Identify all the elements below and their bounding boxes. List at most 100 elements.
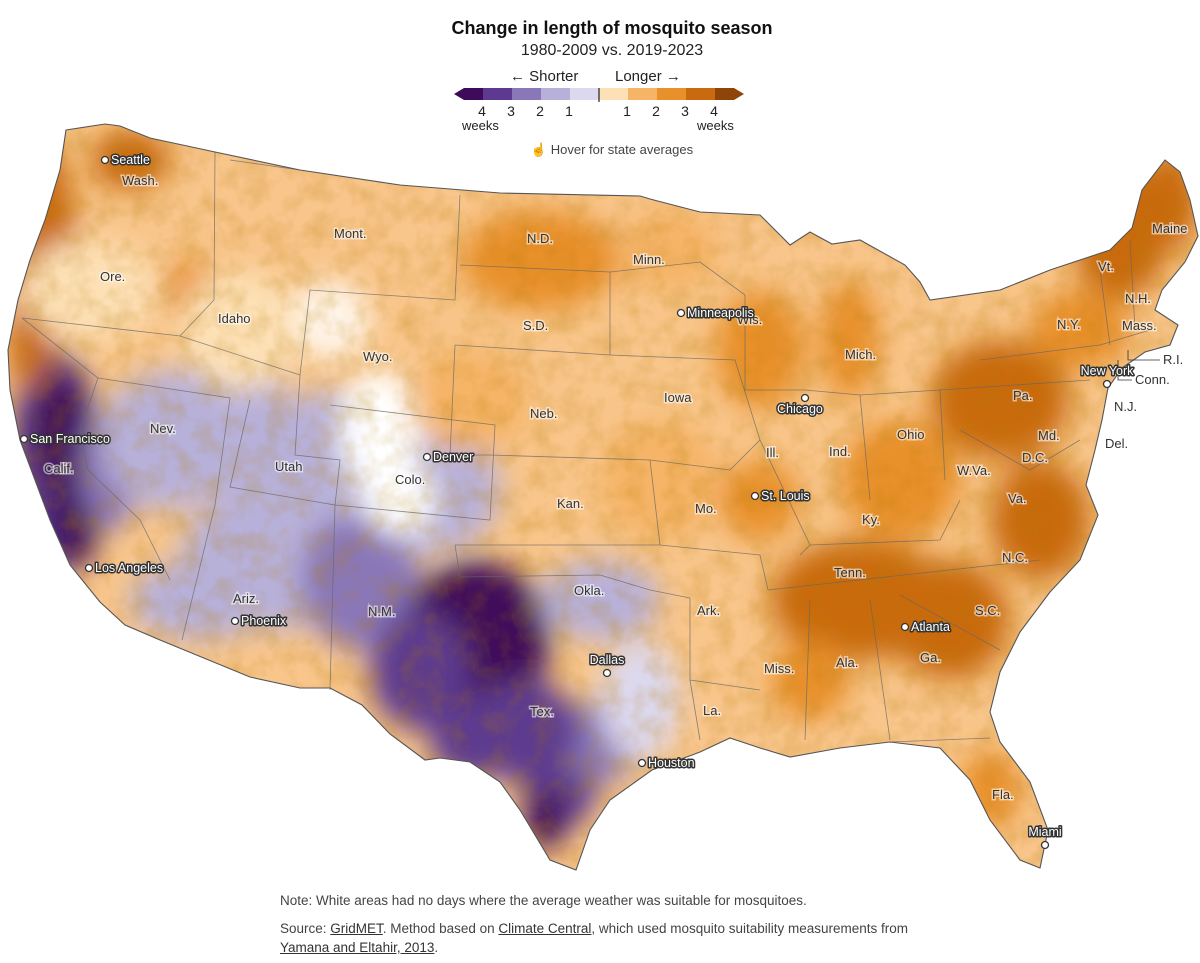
city-label: Minneapolis [687, 306, 754, 320]
legend-unit-right: weeks [697, 118, 734, 133]
leader-line [1127, 350, 1160, 361]
city-label: St. Louis [761, 489, 810, 503]
state-label[interactable]: N.Y. [1056, 316, 1083, 334]
city-marker [800, 393, 810, 403]
legend-tick: 1 [623, 103, 631, 119]
state-label[interactable]: Wash. [121, 172, 160, 190]
city-marker [637, 758, 647, 768]
legend-swatch [454, 88, 483, 100]
city-marker [750, 491, 760, 501]
state-label[interactable]: Ga. [919, 649, 943, 667]
state-label[interactable]: Va. [1007, 490, 1029, 508]
source-link-gridmet[interactable]: GridMET [330, 921, 383, 936]
source-mid: . Method based on [382, 921, 499, 936]
chart-subtitle: 1980-2009 vs. 2019-2023 [520, 42, 704, 59]
footer-note: Note: White areas had no days where the … [280, 893, 807, 908]
legend-swatch [541, 88, 570, 100]
state-label[interactable]: Ohio [896, 426, 926, 444]
state-label[interactable]: N.D. [526, 230, 555, 248]
pointer-hand-icon: ☝ [530, 142, 548, 157]
legend-swatch [512, 88, 541, 100]
state-label[interactable]: Kan. [556, 495, 586, 513]
state-label[interactable]: R.I. [1162, 351, 1185, 369]
legend-tick: 2 [652, 103, 660, 119]
state-label[interactable]: Del. [1104, 435, 1130, 453]
state-label[interactable]: Utah [274, 458, 304, 476]
city-label: Chicago [777, 402, 823, 416]
state-labels: Wash. Ore. Calif. Nev. Idaho Mont. Wyo. Utah Ari… [43, 172, 1189, 804]
state-label[interactable]: Idaho [217, 310, 253, 328]
state-label[interactable]: Ill. [765, 444, 781, 462]
state-label[interactable]: Neb. [529, 405, 559, 423]
legend-tick: 4 [710, 103, 718, 119]
state-borders [21, 151, 1151, 743]
state-label[interactable]: N.H. [1124, 290, 1153, 308]
legend-tick: 3 [507, 103, 515, 119]
legend-shorter-label: ← Shorter [510, 68, 579, 85]
legend-swatch [657, 88, 686, 100]
state-label[interactable]: Calif. [43, 460, 76, 478]
us-mosquito-map[interactable]: Wash. Ore. Calif. Nev. Idaho Mont. Wyo. Utah Ari… [0, 115, 1200, 895]
state-label[interactable]: Minn. [632, 251, 667, 269]
city-marker [676, 308, 686, 318]
leader-line [1117, 360, 1132, 381]
state-label[interactable]: Vt. [1097, 258, 1116, 276]
state-label[interactable]: N.J. [1113, 398, 1139, 416]
state-label[interactable]: Maine [1151, 220, 1189, 238]
city-marker [422, 452, 432, 462]
state-label[interactable]: Ariz. [232, 590, 261, 608]
city-label: Miami [1028, 825, 1061, 839]
legend-swatch [715, 88, 744, 100]
legend-unit-left: weeks [462, 118, 499, 133]
legend-swatch [570, 88, 599, 100]
city-marker [1040, 840, 1050, 850]
city-markers: Seattle San Francisco Los Angeles Phoenix De… [19, 152, 1136, 850]
legend-tick: 3 [681, 103, 689, 119]
state-label[interactable]: Tex. [529, 703, 556, 721]
state-label[interactable]: Ind. [828, 443, 853, 461]
state-label[interactable]: Ark. [696, 602, 722, 620]
legend-tick: 4 [478, 103, 486, 119]
state-label[interactable]: Okla. [573, 582, 606, 600]
state-label[interactable]: Mont. [333, 225, 369, 243]
footer-source: Source: GridMET. Method based on Climate… [280, 919, 980, 957]
state-label[interactable]: Miss. [763, 660, 796, 678]
state-label[interactable]: Ky. [861, 511, 882, 529]
city-label: Dallas [590, 653, 625, 667]
state-label[interactable]: Nev. [149, 420, 178, 438]
city-label: Los Angeles [95, 561, 163, 575]
chart-title: Change in length of mosquito season [451, 18, 773, 38]
state-label[interactable]: W.Va. [956, 462, 993, 480]
source-link-climate-central[interactable]: Climate Central [498, 921, 592, 936]
state-label[interactable]: Mo. [694, 500, 719, 518]
state-label[interactable]: La. [702, 702, 723, 720]
legend-swatch [599, 88, 628, 100]
city-marker [900, 622, 910, 632]
state-label[interactable]: Colo. [394, 471, 427, 489]
state-label[interactable]: Fla. [991, 786, 1016, 804]
state-label[interactable]: D.C. [1021, 449, 1050, 467]
state-label[interactable]: Mich. [844, 346, 878, 364]
state-label[interactable]: Ala. [835, 654, 860, 672]
state-label[interactable]: S.C. [974, 602, 1002, 620]
state-label[interactable]: Md. [1037, 427, 1062, 445]
city-label: Atlanta [911, 620, 950, 634]
state-label[interactable]: Pa. [1012, 387, 1035, 405]
state-label[interactable]: Tenn. [833, 564, 868, 582]
source-mid2: , which used mosquito suitability measur… [591, 921, 909, 936]
city-marker [230, 616, 240, 626]
state-label[interactable]: Iowa [663, 389, 694, 407]
state-label[interactable]: Ore. [99, 268, 127, 286]
color-legend [454, 88, 746, 109]
city-marker [602, 668, 612, 678]
source-link-yamana[interactable]: Yamana and Eltahir, 2013 [280, 940, 435, 955]
state-label[interactable]: N.M. [367, 603, 397, 621]
state-label[interactable]: Mass. [1121, 317, 1159, 335]
state-label[interactable]: N.C. [1001, 549, 1030, 567]
legend-tick: 2 [536, 103, 544, 119]
state-label[interactable]: Wis. [736, 311, 764, 329]
state-label[interactable]: Wyo. [362, 348, 395, 366]
city-label: New York [1081, 364, 1135, 378]
state-label[interactable]: S.D. [522, 317, 550, 335]
state-label[interactable]: Conn. [1134, 371, 1172, 389]
